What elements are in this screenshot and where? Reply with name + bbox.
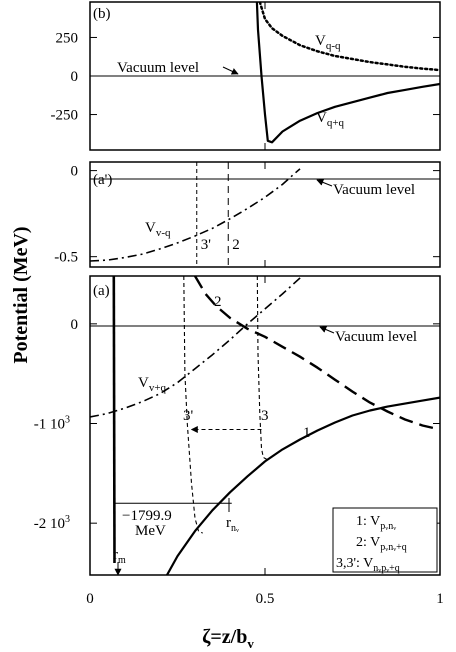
panel-a-vacuum-arrow — [319, 326, 335, 334]
series-b-v-q-q- — [255, 2, 440, 144]
panel-a-prime-vacuum-arrow — [316, 179, 333, 187]
legend-item-3: 3,3': Vnᵥpᵥ+q — [336, 556, 400, 574]
panel-a-tag: (a) — [93, 283, 110, 299]
energy-label-value: −1799.9 — [122, 508, 172, 524]
ytick-label: 250 — [56, 30, 79, 46]
panel-a-prime-curves — [90, 168, 301, 262]
series-a-1-wall — [112, 276, 116, 564]
panel-a: 0-1 103-2 103 0 0.5 1 (a) Vacuum level 2 1… — [34, 275, 444, 607]
panel-a-prime-frame — [89, 161, 441, 268]
marker-label: 2 — [232, 237, 240, 253]
panel-b: 250 0 -250 (b) Vacuum level Vq-q Vq+q — [51, 1, 441, 151]
series-a-2 — [193, 276, 440, 431]
ytick-label: 0 — [71, 317, 79, 333]
panel-b-vacuum-arrow — [222, 66, 239, 75]
panel-a-prime-yticks: 0 -0.5 — [54, 164, 440, 266]
ytick-label: -250 — [51, 108, 79, 124]
x-axis-title: ζ=z/bv — [202, 626, 254, 651]
series-a_prime-v-v-q- — [90, 168, 301, 262]
xtick-label: 0.5 — [256, 591, 275, 607]
series-a-1 — [166, 396, 440, 575]
legend-box — [332, 507, 438, 573]
series-b-v-q-q- — [258, 2, 440, 72]
ytick-label: -1 103 — [34, 415, 70, 433]
curve-3-label: 3 — [261, 408, 269, 424]
y-axis-title: Potential (MeV) — [10, 226, 32, 363]
curve-3prime-label: 3' — [183, 408, 194, 424]
series-a-3- — [183, 276, 203, 534]
ytick-label: 0 — [71, 69, 79, 85]
panel-b-curves — [255, 2, 440, 144]
panel-a-prime-xticks — [89, 162, 441, 267]
ytick-label: 0 — [71, 164, 79, 180]
legend-item-2: 2: Vpᵥnᵥ+q — [356, 535, 407, 553]
ytick-label: -2 103 — [34, 514, 70, 532]
rn-label: rnᵥ — [226, 515, 239, 534]
panel-b-yticks: 250 0 -250 — [51, 30, 440, 124]
panel-a-vvq-label: Vv+q — [138, 375, 167, 394]
panel-a-yticks: 0 -1 103 -2 103 — [34, 317, 440, 532]
panel-a-prime-markers: 3' 2 — [196, 162, 240, 267]
series-a-3 — [256, 276, 268, 460]
panel-a-legend: 1: Vpᵥnᵥ 2: Vpᵥnᵥ+q 3,3': Vnᵥpᵥ+q — [332, 507, 438, 574]
marker-label: 3' — [201, 237, 212, 253]
panel-b-tag: (b) — [93, 6, 111, 22]
panel-a-prime-vacuum-label: Vacuum level — [333, 182, 415, 198]
panel-b-vqmq-label: Vq-q — [315, 33, 341, 52]
panel-a-prime-tag: (a') — [93, 172, 112, 188]
legend-item-1: 1: Vpᵥnᵥ — [356, 514, 396, 532]
panel-b-vacuum-label: Vacuum level — [117, 60, 199, 76]
panel-a-vacuum-label: Vacuum level — [335, 329, 417, 345]
ytick-label: -0.5 — [54, 250, 78, 266]
curve-2-label: 2 — [214, 294, 222, 310]
rm-label: rm — [113, 547, 126, 566]
panel-b-vqpq-label: Vq+q — [316, 110, 345, 129]
panel-a-prime-vvq-label: Vv-q — [145, 220, 171, 239]
panel-a-xticks: 0 0.5 1 — [86, 276, 444, 607]
panel-b-xticks — [89, 2, 441, 150]
series-a-v-v-q- — [90, 276, 303, 418]
energy-label-unit: MeV — [135, 523, 166, 539]
xtick-label: 1 — [436, 591, 444, 607]
panel-a-prime: 0 -0.5 (a') Vacuum level Vv-q 3' 2 — [54, 161, 441, 268]
curve-1-label: 1 — [303, 425, 311, 441]
xtick-label: 0 — [86, 591, 94, 607]
panel-a-curves — [90, 276, 440, 575]
